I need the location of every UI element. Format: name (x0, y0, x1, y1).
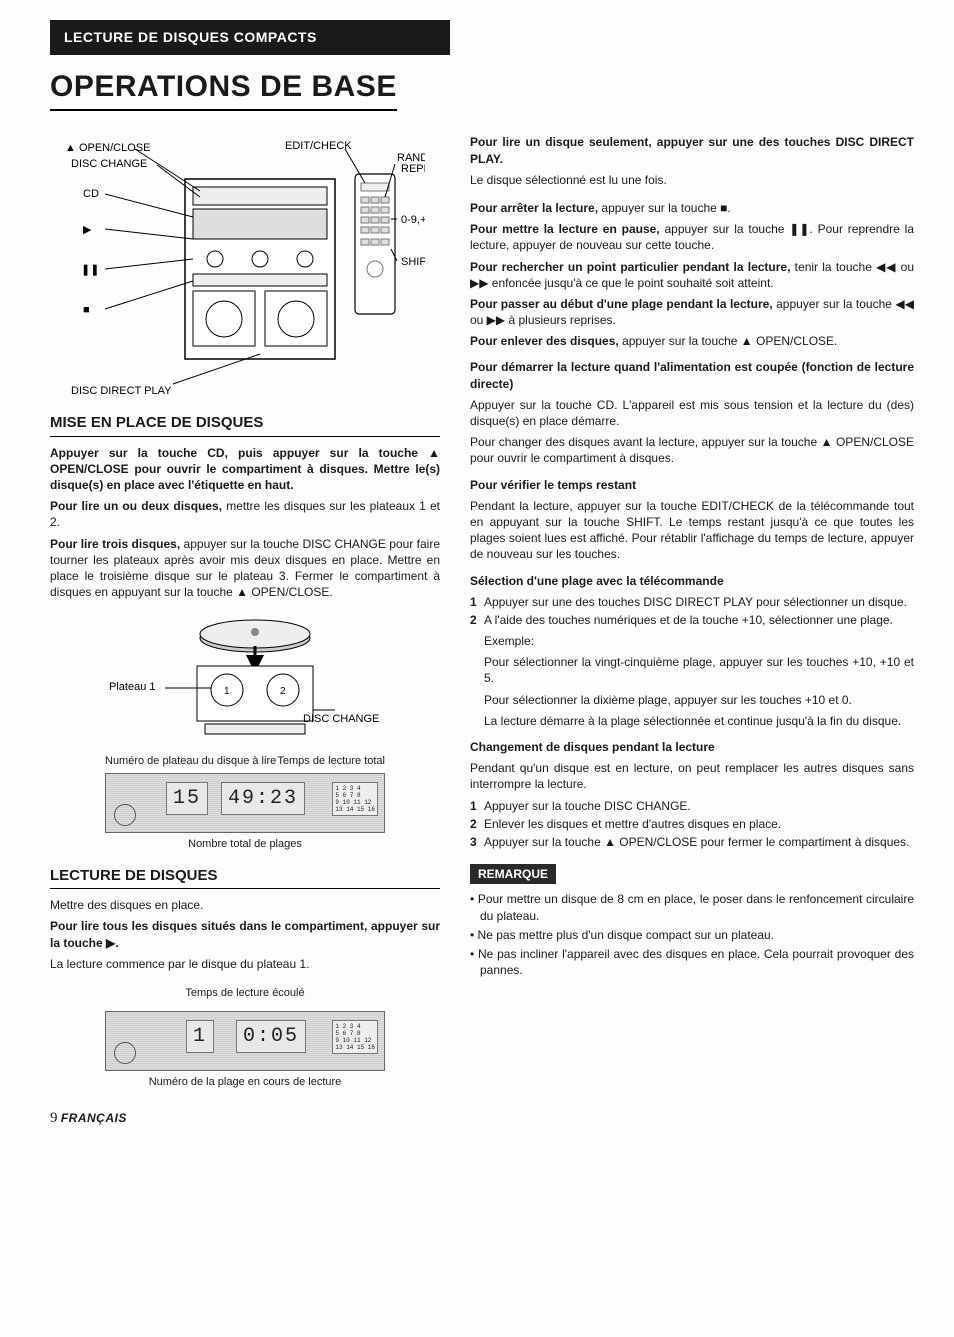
label-plateau1: Plateau 1 (109, 681, 155, 693)
p-eject: Pour enlever des disques, appuyer sur la… (470, 333, 914, 349)
p-disc-direct: Pour lire un disque seulement, appuyer s… (470, 134, 914, 166)
p-remaining: Pendant la lecture, appuyer sur la touch… (470, 498, 914, 563)
heading-mise-en-place: MISE EN PLACE DE DISQUES (50, 413, 440, 436)
label-discchange2: DISC CHANGE (303, 713, 379, 725)
tray-diagram: 1 2 Plateau 1 DISC CHANGE (50, 610, 440, 740)
svg-text:REPEAT: REPEAT (401, 163, 425, 175)
display2-bottom-caption: Numéro de la plage en cours de lecture (145, 1075, 345, 1090)
label-discdirect: DISC DIRECT PLAY (71, 385, 172, 397)
p-play-start: La lecture commence par le disque du pla… (50, 956, 440, 972)
label-editcheck: EDIT/CHECK (285, 140, 352, 152)
remarque-list: Pour mettre un disque de 8 cm en place, … (470, 891, 914, 978)
disp1-seg1: 15 (166, 782, 208, 815)
p-example-25: Pour sélectionner la vingt-cinquième pla… (484, 654, 914, 686)
p-example-10: Pour sélectionner la dixième plage, appu… (484, 692, 914, 708)
p-stop: Pour arrêter la lecture, appuyer sur la … (470, 200, 914, 216)
section-banner: LECTURE DE DISQUES COMPACTS (50, 20, 450, 55)
disc-change-list: 1Appuyer sur la touche DISC CHANGE. 2Enl… (470, 798, 914, 851)
heading-lecture: LECTURE DE DISQUES (50, 866, 440, 889)
label-numbers: 0-9,+10 (401, 214, 425, 226)
svg-text:1: 1 (224, 686, 230, 697)
disp2-tracks: 1 2 3 45 6 7 89 10 11 1213 14 15 16 (332, 1020, 378, 1054)
track-select-list: 1Appuyer sur une des touches DISC DIRECT… (470, 594, 914, 628)
label-pause: ❚❚ (81, 264, 99, 276)
h-track-select: Sélection d'une plage avec la télécomman… (470, 573, 914, 589)
h-remaining: Pour vérifier le temps restant (470, 477, 914, 493)
p-pause: Pour mettre la lecture en pause, appuyer… (470, 221, 914, 253)
disp2-seg1: 1 (186, 1020, 214, 1053)
p-disc-change-intro: Pendant qu'un disque est en lecture, on … (470, 760, 914, 792)
p-one-two-discs: Pour lire un ou deux disques, mettre les… (50, 498, 440, 530)
right-column: Pour lire un disque seulement, appuyer s… (470, 129, 914, 1089)
disp1-tracks: 1 2 3 45 6 7 89 10 11 1213 14 15 16 (332, 782, 378, 816)
h-disc-change: Changement de disques pendant la lecture (470, 739, 914, 755)
left-column: ▲ OPEN/CLOSE DISC CHANGE CD ▶ ❚❚ ■ DISC … (50, 129, 440, 1089)
p-direct-2: Pour changer des disques avant la lectur… (470, 434, 914, 466)
p-put-discs: Mettre des disques en place. (50, 897, 440, 913)
display-panel-1: 15 49:23 1 2 3 45 6 7 89 10 11 1213 14 1… (105, 773, 385, 833)
page-footer: 9 FRANÇAIS (50, 1108, 914, 1128)
display2-top-caption: Temps de lecture écoulé (50, 986, 440, 1001)
label-stop: ■ (83, 304, 90, 316)
p-disc-direct-2: Le disque sélectionné est lu une fois. (470, 172, 914, 188)
p-search: Pour rechercher un point particulier pen… (470, 259, 914, 291)
p-play-all: Pour lire tous les disques situés dans l… (50, 918, 440, 950)
label-play: ▶ (83, 224, 92, 236)
p-instruction-1: Appuyer sur la touche CD, puis appuyer s… (50, 445, 440, 494)
p-example-label: Exemple: (484, 633, 914, 649)
svg-text:2: 2 (280, 686, 286, 697)
label-openclose: ▲ OPEN/CLOSE (65, 142, 150, 154)
label-shift: SHIFT (401, 256, 425, 268)
page-title: OPERATIONS DE BASE (50, 67, 397, 112)
label-cd: CD (83, 188, 99, 200)
label-discchange: DISC CHANGE (71, 158, 147, 170)
p-example-end: La lecture démarre à la plage sélectionn… (484, 713, 914, 729)
disp2-seg2: 0:05 (236, 1020, 306, 1053)
p-three-discs: Pour lire trois disques, appuyer sur la … (50, 536, 440, 601)
disp1-seg2: 49:23 (221, 782, 305, 815)
remarque-label: REMARQUE (470, 864, 556, 884)
display1-top-captions: Numéro de plateau du disque à lire Temps… (105, 754, 385, 769)
disc-icon (114, 804, 136, 826)
display-panel-2: 1 0:05 1 2 3 45 6 7 89 10 11 1213 14 15 … (105, 1011, 385, 1071)
p-skip: Pour passer au début d'une plage pendant… (470, 296, 914, 328)
display1-bottom-caption: Nombre total de plages (50, 837, 440, 852)
p-direct-1: Appuyer sur la touche CD. L'appareil est… (470, 397, 914, 429)
device-diagram: ▲ OPEN/CLOSE DISC CHANGE CD ▶ ❚❚ ■ DISC … (50, 139, 440, 399)
h-direct-play: Pour démarrer la lecture quand l'aliment… (470, 359, 914, 391)
disc-icon (114, 1042, 136, 1064)
